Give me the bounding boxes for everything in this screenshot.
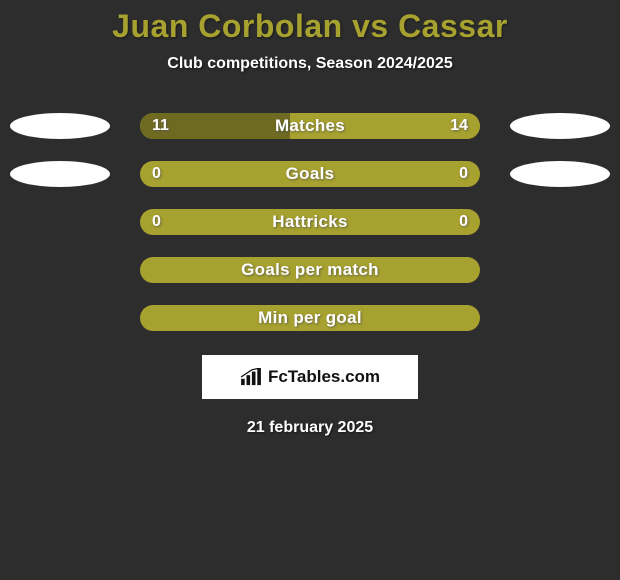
stat-bar: 1114Matches [140, 113, 480, 139]
bar-chart-icon [240, 368, 262, 386]
stat-row: 1114Matches [0, 113, 620, 139]
comparison-widget: Juan Corbolan vs Cassar Club competition… [0, 0, 620, 437]
page-title: Juan Corbolan vs Cassar [112, 8, 508, 45]
stat-row: 00Goals [0, 161, 620, 187]
stat-bar: 00Hattricks [140, 209, 480, 235]
stat-label: Goals [140, 164, 480, 184]
player-right-marker [510, 113, 610, 139]
stat-label: Hattricks [140, 212, 480, 232]
player-left-marker [10, 113, 110, 139]
stat-label: Goals per match [140, 260, 480, 280]
stat-row: Goals per match [0, 257, 620, 283]
source-logo[interactable]: FcTables.com [202, 355, 418, 399]
stat-row: 00Hattricks [0, 209, 620, 235]
stat-row: Min per goal [0, 305, 620, 331]
stat-bar: 00Goals [140, 161, 480, 187]
stat-bar: Min per goal [140, 305, 480, 331]
stat-label: Min per goal [140, 308, 480, 328]
stat-label: Matches [140, 116, 480, 136]
player-right-marker [510, 161, 610, 187]
stat-bar: Goals per match [140, 257, 480, 283]
logo-text: FcTables.com [268, 367, 380, 387]
subtitle: Club competitions, Season 2024/2025 [167, 55, 452, 73]
stat-rows: 1114Matches 00Goals 00Hattricks Goals per m… [0, 113, 620, 331]
player-left-marker [10, 161, 110, 187]
date-label: 21 february 2025 [247, 419, 373, 437]
